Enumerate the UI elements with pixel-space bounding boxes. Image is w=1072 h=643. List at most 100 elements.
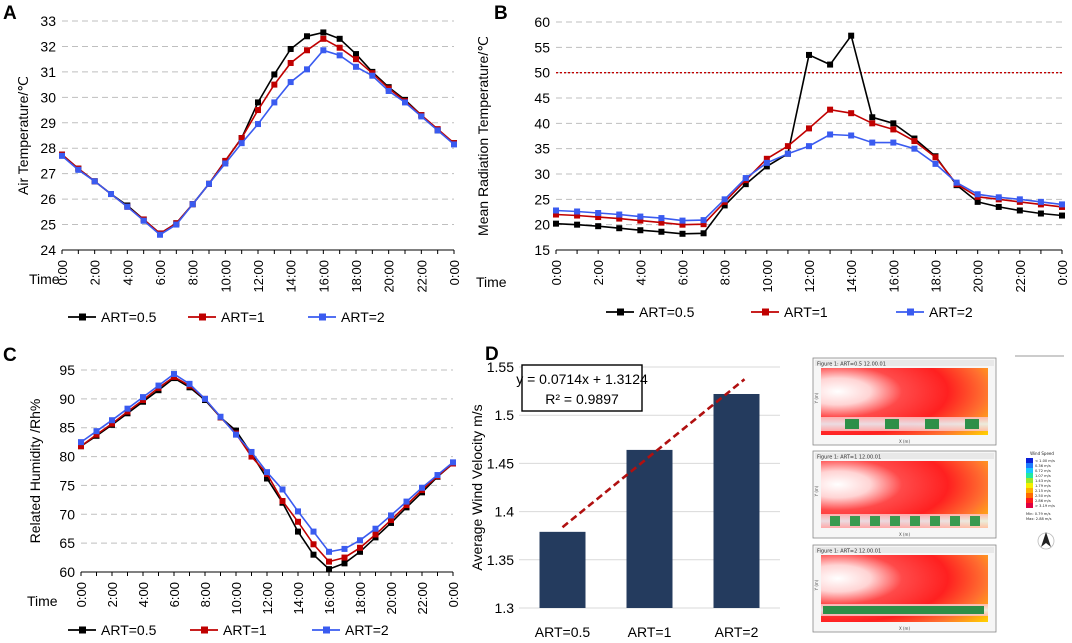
- data-point: [869, 114, 876, 121]
- data-point: [336, 44, 343, 51]
- data-point: [784, 150, 791, 157]
- data-point: [109, 417, 115, 424]
- tree-canopy: [925, 419, 939, 429]
- panel-b: B 15 20 25 30 35 40 45 50 55 60 0:00 2:00 4:00 6:00 8:0…: [475, 3, 1070, 320]
- data-point: [995, 194, 1002, 201]
- sim-frame-title: Figure 1: ART=1 12.00.01: [817, 455, 881, 461]
- x-tick-label: 22:00: [1013, 260, 1028, 293]
- data-point: [279, 486, 286, 493]
- y-tick-label: 24: [40, 242, 56, 258]
- data-point: [173, 221, 180, 228]
- sim-legend-swatch: [1026, 478, 1033, 483]
- panel-c: C 60 65 70 75 80 85 90 95 0:00 2:00 4:00 6:00 8:00 10:…: [3, 345, 461, 638]
- data-point: [304, 33, 310, 40]
- sim-legend-max: Max: 2.88 m/s: [1026, 517, 1052, 521]
- data-point: [890, 126, 897, 133]
- data-point: [295, 508, 301, 515]
- y-tick-label: 60: [59, 564, 75, 580]
- data-point: [336, 35, 343, 42]
- series-line-art-0: [555, 33, 1063, 235]
- data-point: [326, 566, 332, 573]
- x-tick-label: 10:00: [229, 582, 244, 615]
- x-tick-label: 0:00: [1055, 260, 1070, 285]
- data-point: [595, 214, 602, 221]
- y-tick-label: 26: [40, 191, 56, 207]
- data-point: [806, 51, 812, 58]
- tree-canopy: [870, 516, 880, 526]
- data-point: [78, 443, 84, 450]
- tree-row: [823, 606, 984, 614]
- data-point: [763, 163, 770, 170]
- y-tick-label: 50: [534, 65, 550, 81]
- data-point: [403, 498, 410, 505]
- data-point: [700, 230, 707, 237]
- data-point: [93, 431, 100, 438]
- sim-frame-titlebar: [815, 453, 994, 459]
- data-point: [953, 179, 960, 186]
- data-point: [574, 208, 581, 215]
- data-point: [995, 203, 1002, 210]
- data-point: [59, 152, 65, 159]
- trendline: [561, 378, 746, 529]
- tree-canopy: [970, 516, 980, 526]
- data-point: [450, 459, 456, 466]
- data-point: [320, 29, 327, 36]
- sim-frame-title: Figure 1: ART=0.5 12.00.01: [817, 362, 886, 368]
- sim-legend-swatch: [1026, 498, 1033, 503]
- data-point: [679, 217, 686, 224]
- data-point: [848, 32, 855, 39]
- data-point: [233, 431, 239, 438]
- legend-marker: [79, 626, 86, 634]
- y-tick-label: 27: [40, 166, 56, 182]
- sim-legend-swatch: [1026, 463, 1033, 468]
- y-tick-label: 31: [40, 64, 56, 80]
- tree-canopy: [885, 419, 899, 429]
- x-tick-label: 16:00: [322, 582, 337, 615]
- data-point: [932, 154, 939, 161]
- data-point: [911, 145, 918, 152]
- x-axis-label: Time: [27, 593, 58, 609]
- data-point: [827, 131, 834, 138]
- x-tick-label: 14:00: [284, 260, 299, 293]
- data-point: [700, 221, 707, 228]
- data-point: [248, 448, 255, 455]
- trendline-equation-box: [521, 364, 643, 412]
- x-tick-label: 12:00: [802, 260, 817, 293]
- series-line-art-2: [80, 373, 454, 553]
- data-point: [186, 380, 193, 387]
- sim-frame-title: Figure 1: ART=2 12.00.01: [817, 549, 881, 555]
- y-tick-label: 70: [59, 506, 75, 522]
- sim-legend-label: < 1.00 m/s: [1035, 459, 1055, 463]
- data-point: [1059, 201, 1065, 208]
- panel-letter: A: [3, 3, 17, 24]
- data-point: [763, 155, 770, 162]
- data-point: [974, 198, 981, 205]
- y-tick-label: 45: [534, 90, 550, 106]
- y-tick-label: 33: [40, 13, 56, 29]
- x-tick-label: 10:00: [218, 260, 233, 293]
- sim-legend-label: 0.72 m/s: [1035, 469, 1051, 473]
- bar-1: [626, 449, 673, 608]
- data-point: [848, 132, 855, 139]
- data-point: [388, 517, 394, 524]
- data-point: [451, 141, 457, 148]
- sim-legend-swatch: [1026, 488, 1033, 493]
- x-tick-label: 20:00: [971, 260, 986, 293]
- x-tick-label: 8:00: [198, 582, 213, 607]
- legend-label: ART=1: [223, 622, 267, 638]
- data-point: [1037, 198, 1044, 205]
- sim-legend-swatch: [1026, 483, 1033, 488]
- data-point: [827, 61, 834, 68]
- x-tick-label: 0:00: [549, 260, 564, 285]
- x-tick-label: 6:00: [153, 260, 168, 285]
- data-point: [304, 66, 310, 73]
- legend-marker: [617, 308, 624, 316]
- sim-legend-swatch: [1026, 473, 1033, 478]
- data-point: [419, 484, 425, 491]
- data-point: [155, 382, 162, 389]
- sim-legend-swatch: [1026, 468, 1033, 473]
- data-point: [255, 121, 261, 128]
- y-tick-label: 32: [40, 38, 56, 54]
- data-point: [310, 528, 317, 535]
- x-tick-label: 12:00: [251, 260, 266, 293]
